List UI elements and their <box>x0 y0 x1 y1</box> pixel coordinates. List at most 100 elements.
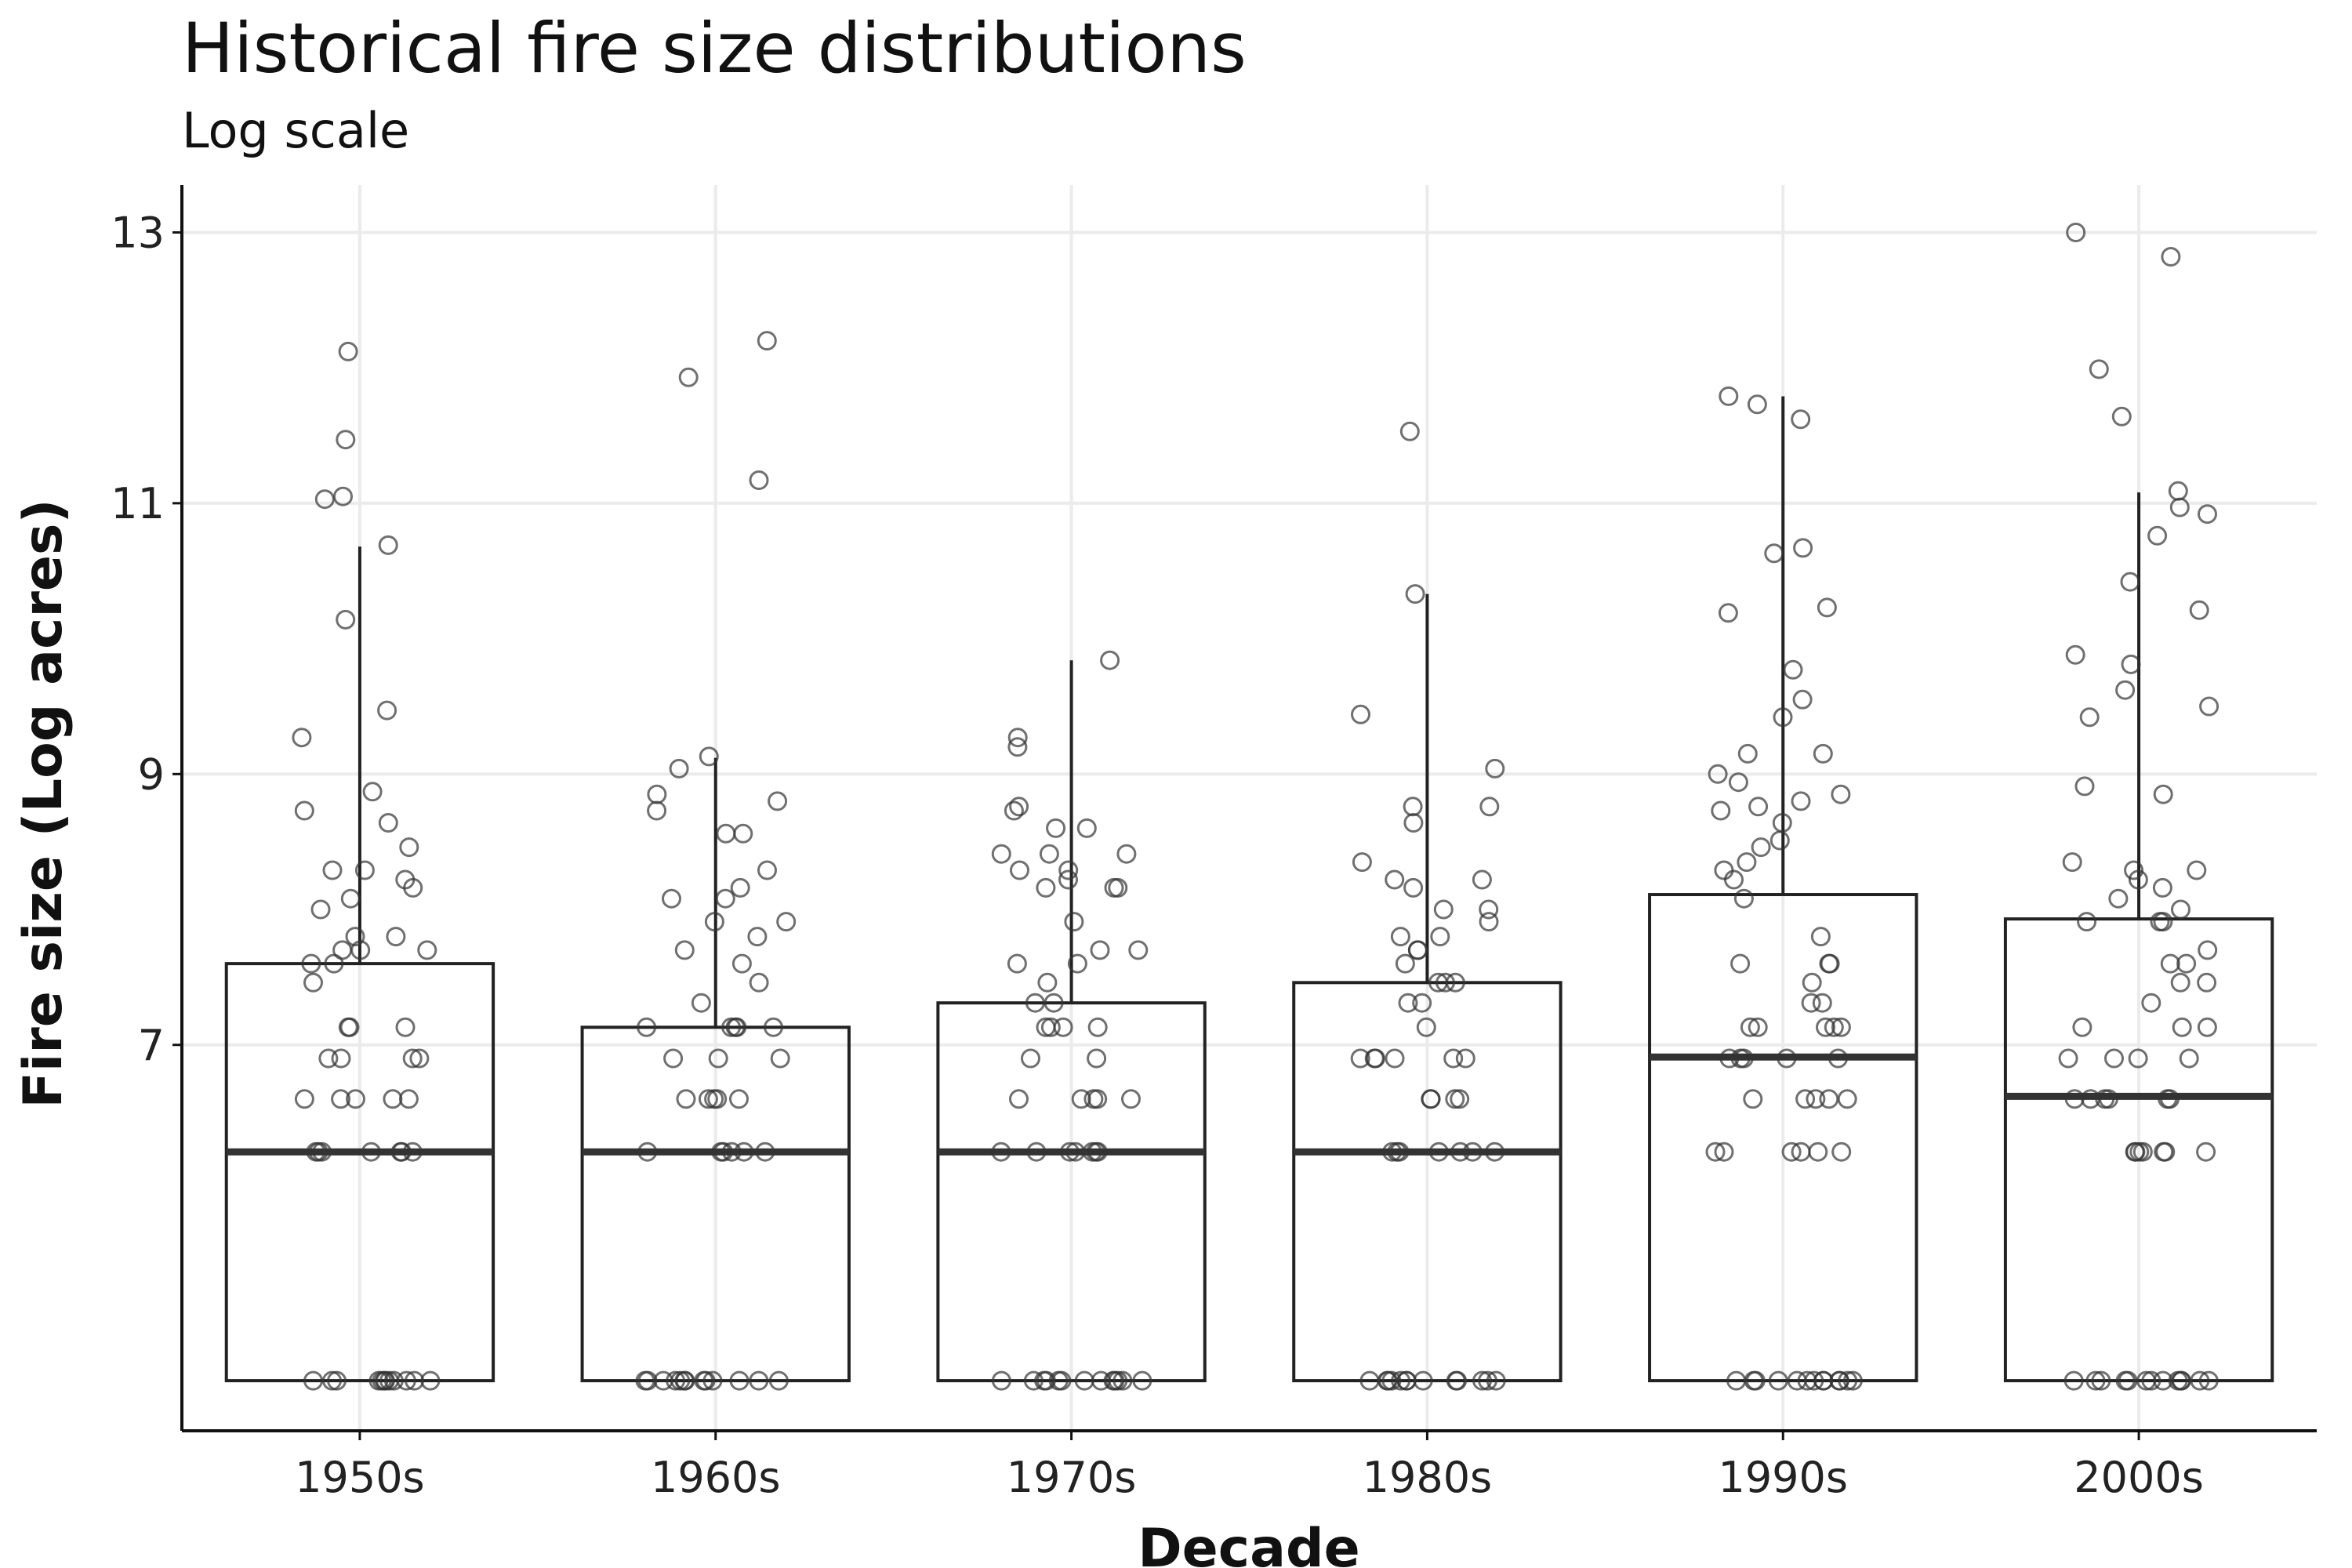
data-point <box>1421 1089 1441 1109</box>
data-point <box>647 784 667 804</box>
data-point <box>1364 1048 1385 1069</box>
data-point <box>2104 1048 2124 1069</box>
data-point <box>1025 993 1045 1013</box>
x-tick-label: 1970s <box>1007 1453 1137 1502</box>
data-point <box>1039 844 1059 864</box>
data-point <box>708 1048 728 1069</box>
data-point <box>1824 1017 1844 1037</box>
data-point <box>764 1017 783 1037</box>
data-point <box>294 800 314 821</box>
data-point <box>292 728 312 748</box>
data-point <box>1801 993 1821 1013</box>
data-point <box>2199 696 2220 717</box>
data-point <box>1112 1370 1133 1391</box>
data-point <box>1446 1370 1466 1391</box>
data-point <box>1828 1048 1848 1069</box>
data-point <box>1764 543 1784 564</box>
data-point <box>2121 654 2141 674</box>
data-point <box>1445 1089 1465 1109</box>
data-point <box>1791 409 1811 430</box>
data-point <box>1034 1370 1054 1391</box>
data-point <box>1808 1142 1828 1162</box>
data-point <box>2062 852 2082 873</box>
data-point <box>1071 1089 1091 1109</box>
data-point <box>747 927 768 947</box>
data-point <box>354 860 375 880</box>
data-point <box>2141 993 2161 1013</box>
y-axis-title: Fire size (Log acres) <box>13 499 74 1108</box>
data-point <box>1787 1370 1807 1391</box>
data-point <box>1714 1142 1734 1162</box>
axes: 7 9 11 13 1950s 1960s 1970s 1980s 1990s 2000s <box>111 185 2317 1502</box>
data-point <box>327 1370 347 1391</box>
data-point <box>635 1370 655 1391</box>
x-tick-label: 1990s <box>1718 1453 1848 1502</box>
data-point <box>694 1370 714 1391</box>
data-point <box>1391 1370 1411 1391</box>
y-tick-label: 11 <box>111 479 165 528</box>
data-point <box>1436 972 1455 993</box>
data-point <box>314 489 335 510</box>
data-point <box>1719 1048 1740 1069</box>
data-point <box>666 1370 686 1391</box>
data-point <box>729 1370 750 1391</box>
data-point <box>2196 1142 2216 1162</box>
data-point <box>1074 1370 1094 1391</box>
data-point <box>1430 927 1450 947</box>
data-point <box>2168 481 2188 501</box>
data-point <box>1783 659 1803 680</box>
data-point <box>2058 1048 2078 1069</box>
data-point <box>2091 1370 2111 1391</box>
data-point <box>417 940 437 960</box>
data-point <box>1412 993 1432 1013</box>
data-point <box>768 791 788 811</box>
data-point <box>338 341 358 361</box>
data-point <box>1450 1142 1471 1162</box>
data-point <box>1819 953 1839 974</box>
data-point <box>749 1370 769 1391</box>
box-1980s <box>1292 981 1563 1383</box>
data-point <box>2170 972 2190 993</box>
data-point <box>331 1048 351 1069</box>
data-point <box>1395 953 1415 974</box>
data-point <box>1813 1370 1834 1391</box>
data-point <box>1829 1370 1849 1391</box>
data-point <box>2066 223 2086 242</box>
data-point <box>2179 1048 2199 1069</box>
data-point <box>2085 1370 2106 1391</box>
data-point <box>2152 877 2172 898</box>
data-point <box>704 1089 724 1109</box>
data-point <box>2089 359 2109 379</box>
data-point <box>405 1370 424 1391</box>
data-point <box>716 823 736 844</box>
data-point <box>1740 1017 1760 1037</box>
data-point <box>340 888 361 909</box>
data-point <box>1121 1089 1141 1109</box>
data-point <box>727 1017 747 1037</box>
data-point <box>1485 1142 1504 1162</box>
data-point <box>731 953 752 974</box>
data-point <box>768 1370 789 1391</box>
data-point <box>332 940 353 960</box>
data-point <box>1472 869 1492 890</box>
data-point <box>1831 784 1851 804</box>
data-point <box>776 912 797 932</box>
data-point <box>399 837 419 858</box>
y-tick-label: 7 <box>138 1021 165 1070</box>
data-point <box>1737 852 1757 873</box>
data-point <box>1428 972 1448 993</box>
data-point <box>2128 869 2148 890</box>
data-point <box>729 1089 749 1109</box>
data-point <box>1007 728 1028 748</box>
data-point <box>2161 247 2181 267</box>
data-point <box>1810 927 1831 947</box>
data-point <box>1396 1370 1417 1391</box>
data-point <box>1007 737 1028 757</box>
x-tick-label: 1960s <box>651 1453 781 1502</box>
data-point <box>322 860 343 880</box>
data-point <box>1743 1089 1763 1109</box>
data-point <box>1076 818 1097 838</box>
data-point <box>730 877 750 898</box>
data-point <box>1382 1142 1403 1162</box>
data-point <box>1036 877 1056 898</box>
